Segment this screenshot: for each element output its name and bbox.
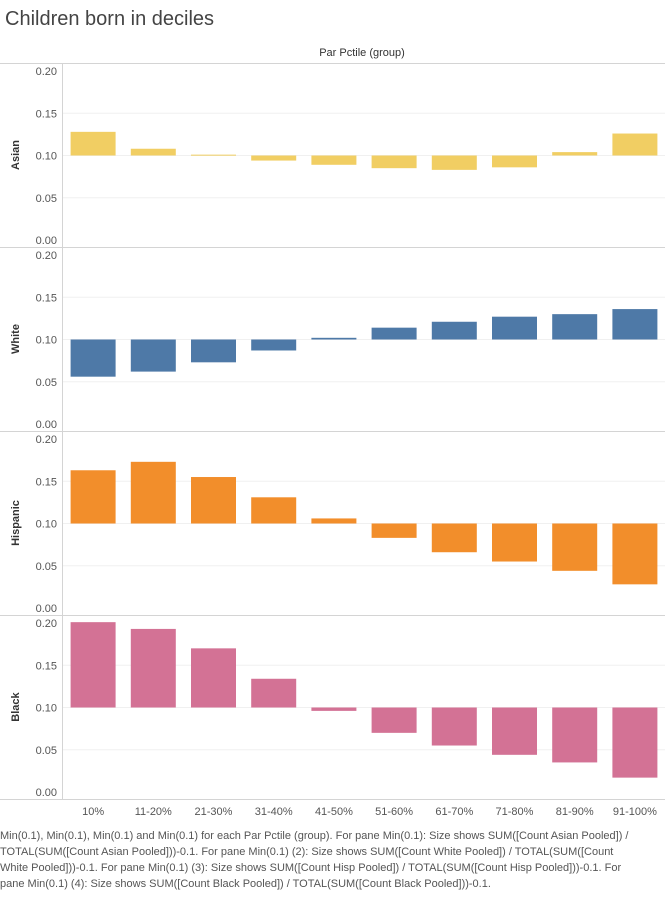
bar-asian-1 (130, 148, 176, 156)
bar-asian-8 (552, 152, 598, 156)
bar-black-9 (612, 707, 658, 778)
bar-hispanic-6 (431, 523, 477, 553)
bar-white-4 (311, 337, 357, 340)
y-tick-label: 0.15 (36, 476, 57, 488)
bar-asian-7 (492, 155, 537, 168)
bar-white-7 (492, 316, 537, 340)
bar-black-2 (191, 648, 236, 708)
y-tick-label: 0.05 (36, 745, 57, 757)
bar-white-8 (552, 314, 598, 340)
y-tick-label: 0.10 (36, 151, 57, 163)
bar-hispanic-0 (70, 470, 116, 524)
y-tick-label: 0.20 (36, 250, 57, 262)
y-tick-label: 0.10 (36, 703, 57, 715)
bar-black-5 (371, 707, 417, 733)
bar-black-1 (130, 628, 176, 708)
bar-white-5 (371, 327, 417, 340)
bar-white-2 (191, 339, 236, 363)
bar-white-6 (431, 321, 477, 340)
bar-black-3 (251, 678, 297, 708)
bar-hispanic-4 (311, 518, 357, 524)
bar-white-9 (612, 309, 658, 340)
column-header: Par Pctile (group) (319, 47, 405, 59)
chart-caption: Min(0.1), Min(0.1), Min(0.1) and Min(0.1… (0, 830, 629, 890)
y-tick-label: 0.05 (36, 377, 57, 389)
bar-hispanic-3 (251, 497, 297, 524)
y-tick-label: 0.05 (36, 193, 57, 205)
x-tick-label: 41-50% (315, 806, 353, 818)
y-tick-label: 0.00 (36, 787, 57, 799)
x-tick-label: 11-20% (135, 806, 172, 818)
row-header-black: Black (10, 691, 22, 721)
x-tick-label: 51-60% (375, 806, 413, 818)
y-tick-label: 0.20 (36, 434, 57, 446)
bar-hispanic-1 (130, 461, 176, 524)
bar-white-0 (70, 339, 116, 377)
y-tick-label: 0.15 (36, 292, 57, 304)
bar-hispanic-5 (371, 523, 417, 538)
bar-asian-9 (612, 133, 658, 156)
x-tick-label: 71-80% (496, 806, 534, 818)
row-header-asian: Asian (10, 140, 22, 170)
y-tick-label: 0.15 (36, 108, 57, 120)
bar-asian-3 (251, 155, 297, 161)
bar-black-4 (311, 707, 357, 711)
bar-black-6 (431, 707, 477, 746)
chart-canvas: 0.20 0.15 0.10 0.05 0.00 Asian 0.20 0.15 0.10 0.0… (0, 63, 665, 818)
x-tick-label: 81-90% (556, 806, 594, 818)
y-tick-label: 0.10 (36, 519, 57, 531)
x-tick-label: 61-70% (435, 806, 473, 818)
bar-asian-0 (70, 131, 116, 156)
bar-asian-5 (371, 155, 417, 169)
y-tick-label: 0.00 (36, 235, 57, 247)
bar-white-3 (251, 339, 297, 351)
row-header-white: White (10, 324, 22, 354)
y-tick-label: 0.20 (36, 66, 57, 78)
y-tick-label: 0.05 (36, 561, 57, 573)
y-tick-label: 0.15 (36, 660, 57, 672)
y-tick-label: 0.00 (36, 603, 57, 615)
chart-title: Children born in deciles (5, 8, 215, 30)
bar-asian-4 (311, 155, 357, 165)
bar-hispanic-7 (492, 523, 537, 562)
x-tick-label: 31-40% (255, 806, 293, 818)
x-tick-label: 91-100% (613, 806, 657, 818)
y-tick-label: 0.00 (36, 419, 57, 431)
bar-hispanic-8 (552, 523, 598, 571)
bar-black-0 (70, 622, 116, 708)
bar-white-1 (130, 339, 176, 372)
bar-hispanic-9 (612, 523, 658, 585)
row-header-hispanic: Hispanic (10, 500, 22, 546)
x-tick-label: 10% (82, 806, 104, 818)
bar-black-8 (552, 707, 598, 763)
bar-black-7 (492, 707, 537, 755)
bar-asian-2 (191, 154, 236, 156)
y-tick-label: 0.10 (36, 335, 57, 347)
x-tick-label: 21-30% (195, 806, 233, 818)
y-tick-label: 0.20 (36, 618, 57, 630)
bar-asian-6 (431, 155, 477, 170)
bar-hispanic-2 (191, 477, 236, 524)
